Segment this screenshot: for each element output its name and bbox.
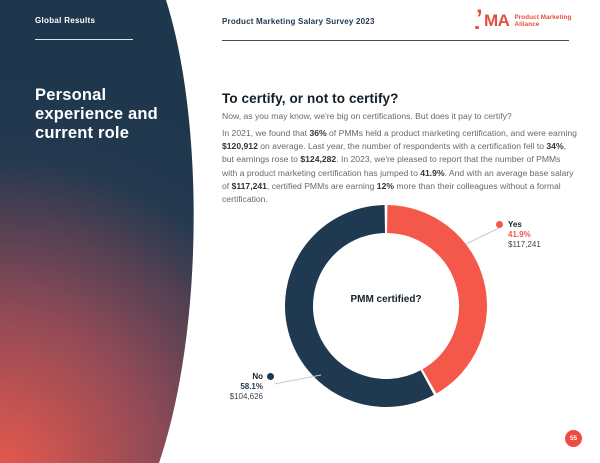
report-title: Product Marketing Salary Survey 2023 (222, 17, 375, 26)
pma-logo-icon: ’ (475, 5, 483, 32)
donut-center-label: PMM certified? (350, 294, 422, 305)
legend-yes: Yes 41.9% $117,241 (496, 220, 541, 250)
yes-dot-icon (496, 221, 503, 228)
leader-line-no (273, 374, 322, 385)
no-dot-icon (267, 373, 274, 380)
donut-chart (273, 205, 500, 407)
yes-salary: $117,241 (508, 240, 541, 249)
intro-paragraph: Now, as you may know, we're big on certi… (222, 111, 512, 121)
legend-no: No 58.1% $104,626 (226, 372, 274, 402)
body-paragraph: In 2021, we found that 36% of PMMs held … (222, 128, 577, 205)
yes-label: Yes (508, 220, 522, 229)
yes-percentage: 41.9% (508, 230, 531, 239)
header-rule (222, 40, 569, 41)
page-title: To certify, or not to certify? (222, 91, 399, 106)
leader-line-yes (465, 227, 500, 245)
chapter-title: Personal experience and current role (35, 86, 158, 142)
sidebar-shape (0, 0, 194, 463)
logo-acronym: MA (484, 11, 510, 30)
section-label: Global Results (35, 16, 96, 25)
no-salary: $104,626 (229, 392, 263, 401)
page-number-badge: 55 (565, 430, 582, 447)
section-underline (35, 39, 133, 40)
logo-name: Product Marketing Alliance (514, 13, 572, 29)
donut-slices (285, 205, 487, 407)
no-percentage: 58.1% (240, 382, 263, 391)
pma-logo: ’ MA Product Marketing Alliance (474, 5, 572, 33)
no-label: No (252, 372, 263, 381)
